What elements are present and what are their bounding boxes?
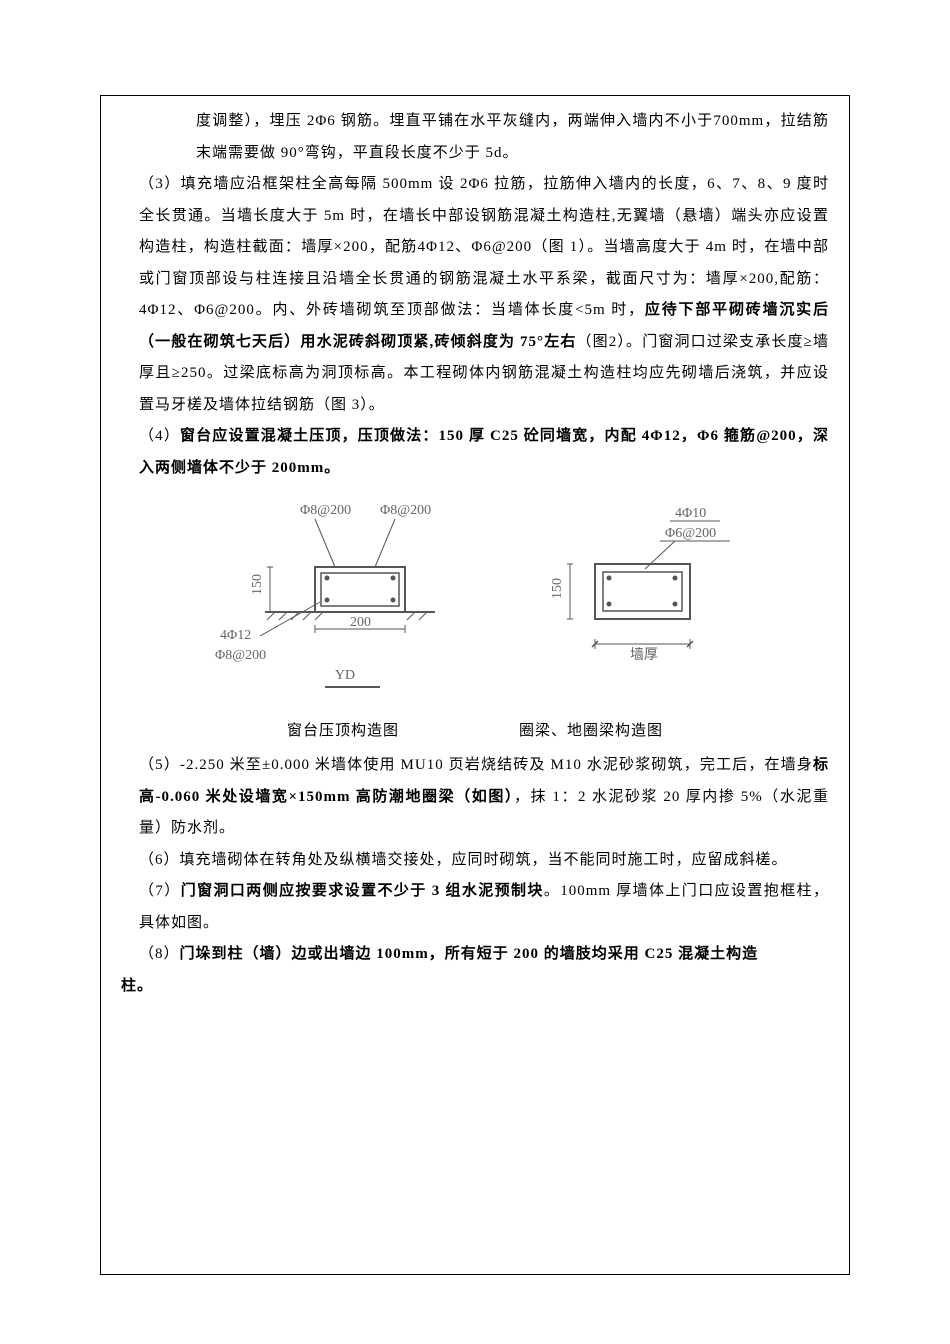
diag-left-dim-v: 150 [250,574,265,595]
item-8-prefix: （8） [139,946,180,962]
diag-right-label-1: 4Φ10 [675,506,706,521]
item-7-prefix: （7） [139,883,181,899]
item-6: （6）填充墙砌体在转角处及纵横墙交接处，应同时砌筑，当不能同时施工时，应留成斜槎… [121,845,829,877]
item-7-bold: 门窗洞口两侧应按要求设置不少于 3 组水泥预制块 [181,883,544,899]
item-5-text-1: -2.250 米至±0.000 米墙体使用 MU10 页岩烧结砖及 M10 水泥… [180,757,813,773]
diag-left-label-topright: Φ8@200 [380,503,431,518]
item-4-prefix: （4） [139,428,180,444]
item-8: （8）门垛到柱（墙）边或出墙边 100mm，所有短于 200 的墙肢均采用 C2… [121,939,829,971]
item-6-text: 填充墙砌体在转角处及纵横墙交接处，应同时砌筑，当不能同时施工时，应留成斜槎。 [180,852,788,868]
diag-right-label-2: Φ6@200 [665,526,716,541]
caption-right: 圈梁、地圈梁构造图 [519,719,663,740]
item-5-prefix: （5） [139,757,180,773]
item-8-tail-line: 柱。 [121,971,829,1003]
diag-left-label-1: 4Φ12 [220,628,251,643]
caption-left: 窗台压顶构造图 [287,719,399,740]
item-3-prefix: （3） [139,176,181,192]
continuation-paragraph: 度调整），埋压 2Φ6 钢筋。埋直平铺在水平灰缝内，两端伸入墙内不小于700mm… [121,106,829,169]
item-6-prefix: （6） [139,852,180,868]
diag-right-dim-v: 150 [550,578,565,599]
diag-left-label-2: Φ8@200 [215,648,266,663]
diagram-left: Φ8@200 Φ8@200 [205,499,465,699]
item-8-bold: 门垛到柱（墙）边或出墙边 100mm，所有短于 200 的墙肢均采用 C25 混… [180,946,759,962]
page-border: 度调整），埋压 2Φ6 钢筋。埋直平铺在水平灰缝内，两端伸入墙内不小于700mm… [100,95,850,1275]
item-5: （5）-2.250 米至±0.000 米墙体使用 MU10 页岩烧结砖及 M10… [121,750,829,845]
diag-right-bottom: 墙厚 [630,647,658,663]
item-4-bold: 窗台应设置混凝土压顶，压顶做法：150 厚 C25 砼同墙宽，内配 4Φ12，Φ… [139,428,829,476]
item-3-text: 填充墙应沿框架柱全高每隔 500mm 设 2Φ6 拉筋，拉筋伸入墙内的长度，6、… [139,176,829,318]
diag-left-dim-h: 200 [350,615,371,630]
diag-left-bottom: YD [335,668,355,683]
item-3: （3）填充墙应沿框架柱全高每隔 500mm 设 2Φ6 拉筋，拉筋伸入墙内的长度… [121,169,829,421]
diag-left-label-topleft: Φ8@200 [300,503,351,518]
item-8-tail: 柱。 [121,978,153,994]
diagram-right: 4Φ10 Φ6@200 150 [525,499,745,699]
item-7: （7）门窗洞口两侧应按要求设置不少于 3 组水泥预制块。100mm 厚墙体上门口… [121,876,829,939]
diagrams-container: Φ8@200 Φ8@200 [121,499,829,699]
captions: 窗台压顶构造图 圈梁、地圈梁构造图 [121,719,829,740]
item-4: （4）窗台应设置混凝土压顶，压顶做法：150 厚 C25 砼同墙宽，内配 4Φ1… [121,421,829,484]
